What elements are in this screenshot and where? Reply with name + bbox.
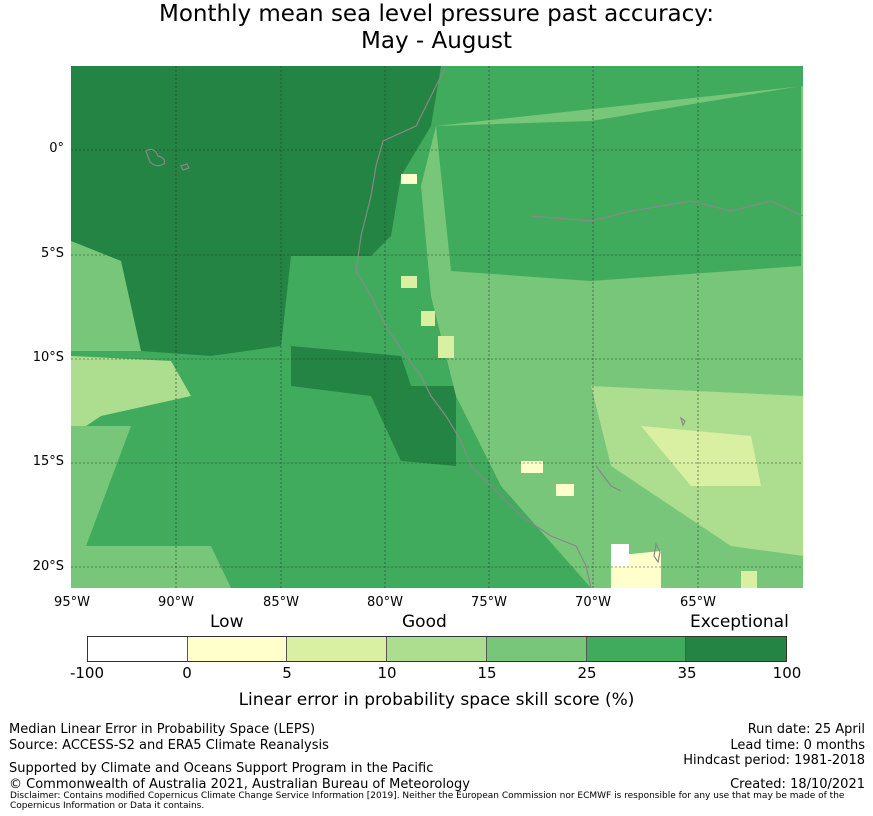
category-low: Low [210,612,244,632]
lon-label: 95°W [54,595,90,610]
colorbar-tick: 5 [282,664,292,682]
footer-line: Source: ACCESS-S2 and ERA5 Climate Reana… [9,738,329,753]
colorbar-segment [287,637,388,661]
lead-time: Lead time: 0 months [730,738,865,753]
legend-title: Linear error in probability space skill … [238,690,635,710]
colorbar-tick: 0 [182,664,192,682]
category-exceptional: Exceptional [690,612,789,632]
hindcast-period: Hindcast period: 1981-2018 [683,753,865,768]
colorbar-tick: 100 [772,664,802,682]
lat-label: 10°S [32,350,64,365]
lat-label: 5°S [40,246,64,261]
colorbar-tick: 25 [577,664,597,682]
lat-label: 0° [49,141,64,156]
map-title-line2: May - August [361,28,512,54]
run-date: Run date: 25 April [747,722,865,737]
colorbar-segment [88,637,188,661]
supported-text: Supported by Climate and Oceans Support … [9,761,434,776]
lat-label: 20°S [32,559,64,574]
colorbar-segment [486,637,587,661]
colorbar-segment [686,637,786,661]
colorbar-segment [586,637,687,661]
skill-cells [71,66,803,588]
disclaimer: Disclaimer: Contains modified Copernicus… [10,791,845,811]
coastline [145,66,803,588]
map-title-line1: Monthly mean sea level pressure past acc… [159,1,714,27]
colorbar-tick: 35 [677,664,697,682]
lon-label: 75°W [471,595,507,610]
skill-score-map [71,66,803,588]
graticule [71,66,803,588]
lon-label: 65°W [680,595,716,610]
category-good: Good [402,612,447,632]
colorbar-tick: -100 [69,664,105,682]
colorbar-segment [387,637,487,661]
colorbar-tick: 10 [377,664,397,682]
copyright-text: © Commonwealth of Australia 2021, Austra… [9,777,470,792]
lon-label: 70°W [575,595,611,610]
colorbar-segment [187,637,288,661]
lon-label: 80°W [367,595,403,610]
lat-label: 15°S [32,454,64,469]
colorbar [87,636,787,662]
footer-line: Median Linear Error in Probability Space… [9,722,316,737]
colorbar-tick: 15 [477,664,497,682]
lon-label: 90°W [158,595,194,610]
created-date: Created: 18/10/2021 [730,777,865,792]
lon-label: 85°W [263,595,299,610]
